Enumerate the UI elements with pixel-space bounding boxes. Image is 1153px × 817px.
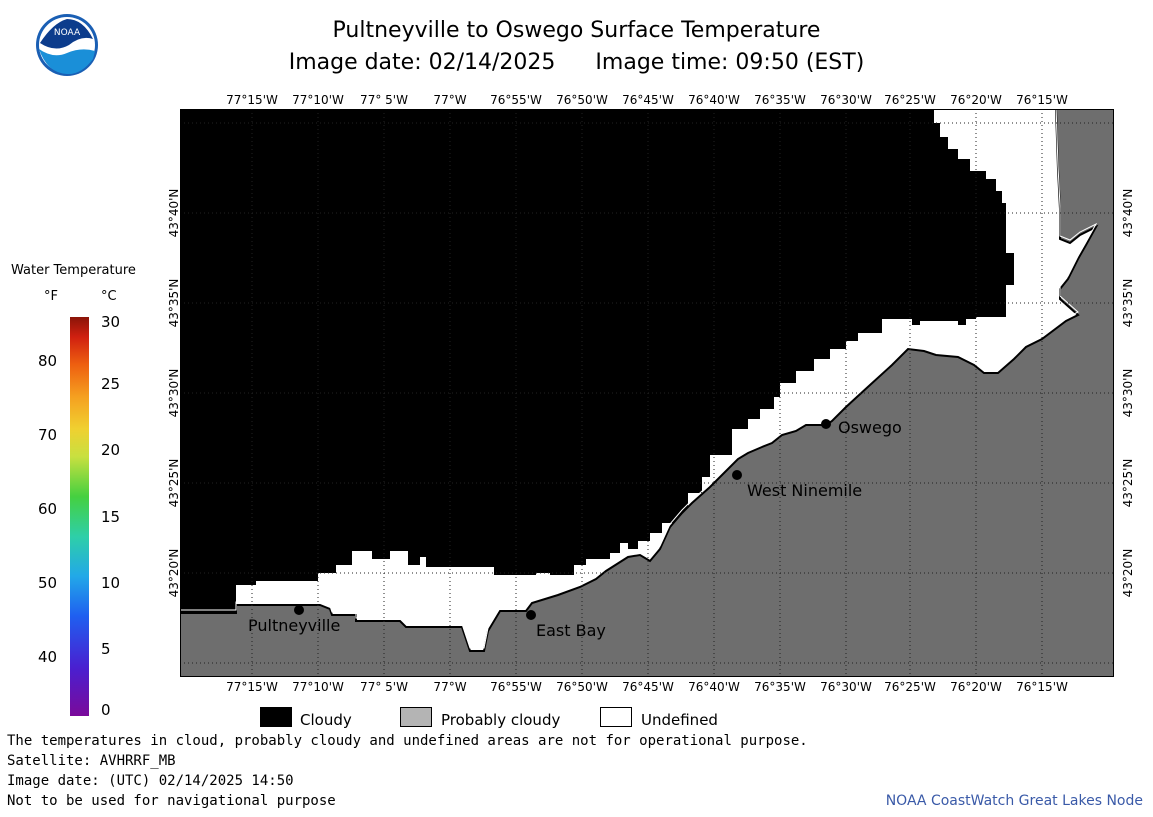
lon-tick-top: 76°45'W — [622, 93, 674, 107]
celsius-tick: 10 — [101, 574, 121, 592]
lon-tick-top: 76°15'W — [1016, 93, 1068, 107]
legend-title: Water Temperature — [11, 263, 136, 278]
lon-tick-bottom: 76°45'W — [622, 680, 674, 694]
cloudy-label: Cloudy — [300, 711, 352, 729]
cloudy-region — [180, 109, 1014, 613]
celsius-tick: 5 — [101, 640, 111, 658]
lat-tick-right: 43°35'N — [1121, 278, 1135, 328]
lat-tick-right: 43°40'N — [1121, 188, 1135, 238]
lon-tick-bottom: 76°25'W — [884, 680, 936, 694]
undefined-label: Undefined — [641, 711, 718, 729]
lon-tick-top: 76°30'W — [820, 93, 872, 107]
lon-tick-bottom: 77° 5'W — [360, 680, 408, 694]
map-grid — [180, 109, 1114, 677]
lon-tick-bottom: 76°20'W — [950, 680, 1002, 694]
lon-tick-top: 77°15'W — [226, 93, 278, 107]
oswego-marker — [821, 419, 831, 429]
lat-tick-right: 43°25'N — [1121, 458, 1135, 508]
lon-tick-bottom: 77°10'W — [292, 680, 344, 694]
place-label-east-bay: East Bay — [536, 621, 606, 640]
footer-disclaimer: The temperatures in cloud, probably clou… — [7, 733, 808, 749]
lon-tick-bottom: 76°55'W — [490, 680, 542, 694]
lon-tick-top: 77°10'W — [292, 93, 344, 107]
lat-tick-left: 43°40'N — [167, 188, 181, 238]
page-title: Pultneyville to Oswego Surface Temperatu… — [332, 18, 821, 43]
fahrenheit-tick: 80 — [38, 352, 58, 370]
celsius-tick: 20 — [101, 441, 121, 459]
east-bay-marker — [526, 610, 536, 620]
probably-cloudy-region — [180, 109, 1114, 677]
celsius-tick: 15 — [101, 508, 121, 526]
noaa-logo: NOAA — [36, 14, 98, 76]
celsius-tick: 30 — [101, 313, 121, 331]
fahrenheit-tick: 70 — [38, 426, 58, 444]
lat-tick-left: 43°35'N — [167, 278, 181, 328]
lon-tick-bottom: 76°35'W — [754, 680, 806, 694]
fahrenheit-tick: 60 — [38, 500, 58, 518]
cloudy-swatch — [260, 707, 292, 727]
lon-tick-top: 76°55'W — [490, 93, 542, 107]
lat-tick-right: 43°30'N — [1121, 368, 1135, 418]
place-label-oswego: Oswego — [838, 418, 902, 437]
unit-fahrenheit: °F — [44, 289, 58, 304]
footer-satellite: Satellite: AVHRRF_MB — [7, 753, 176, 769]
lon-tick-bottom: 76°40'W — [688, 680, 740, 694]
temperature-color-bar — [70, 317, 89, 716]
lon-tick-top: 77° 5'W — [360, 93, 408, 107]
lon-tick-bottom: 76°15'W — [1016, 680, 1068, 694]
place-label-pultneyville: Pultneyville — [248, 616, 341, 635]
image-date: Image date: 02/14/2025 — [288, 50, 556, 75]
lat-tick-left: 43°25'N — [167, 458, 181, 508]
lon-tick-bottom: 76°30'W — [820, 680, 872, 694]
celsius-tick: 0 — [101, 701, 111, 719]
lon-tick-bottom: 76°50'W — [556, 680, 608, 694]
image-datetime: Image date: 02/14/2025 Image time: 09:50 … — [0, 50, 1153, 75]
lon-tick-top: 76°35'W — [754, 93, 806, 107]
lon-tick-top: 76°20'W — [950, 93, 1002, 107]
unit-celsius: °C — [101, 289, 117, 304]
celsius-tick: 25 — [101, 375, 121, 393]
lat-tick-right: 43°20'N — [1121, 548, 1135, 598]
lon-tick-bottom: 77°W — [433, 680, 467, 694]
lat-tick-left: 43°20'N — [167, 548, 181, 598]
place-label-west-ninemile: West Ninemile — [747, 481, 863, 500]
image-time: Image time: 09:50 (EST) — [595, 50, 865, 75]
footer-utc-date: Image date: (UTC) 02/14/2025 14:50 — [7, 773, 294, 789]
lon-tick-top: 76°50'W — [556, 93, 608, 107]
fahrenheit-tick: 50 — [38, 574, 58, 592]
temperature-map — [180, 109, 1114, 677]
probably-cloudy-label: Probably cloudy — [441, 711, 561, 729]
lon-tick-top: 76°25'W — [884, 93, 936, 107]
shoreline — [180, 109, 1099, 652]
logo-text: NOAA — [54, 28, 81, 38]
credit-link[interactable]: NOAA CoastWatch Great Lakes Node — [885, 793, 1143, 809]
lon-tick-bottom: 77°15'W — [226, 680, 278, 694]
west-ninemile-marker — [732, 470, 742, 480]
pultneyville-marker — [294, 605, 304, 615]
lat-tick-left: 43°30'N — [167, 368, 181, 418]
lon-tick-top: 76°40'W — [688, 93, 740, 107]
fahrenheit-tick: 40 — [38, 648, 58, 666]
probably-cloudy-swatch — [400, 707, 432, 727]
footer-navigation-warning: Not to be used for navigational purpose — [7, 793, 336, 809]
lon-tick-top: 77°W — [433, 93, 467, 107]
undefined-swatch — [600, 707, 632, 727]
